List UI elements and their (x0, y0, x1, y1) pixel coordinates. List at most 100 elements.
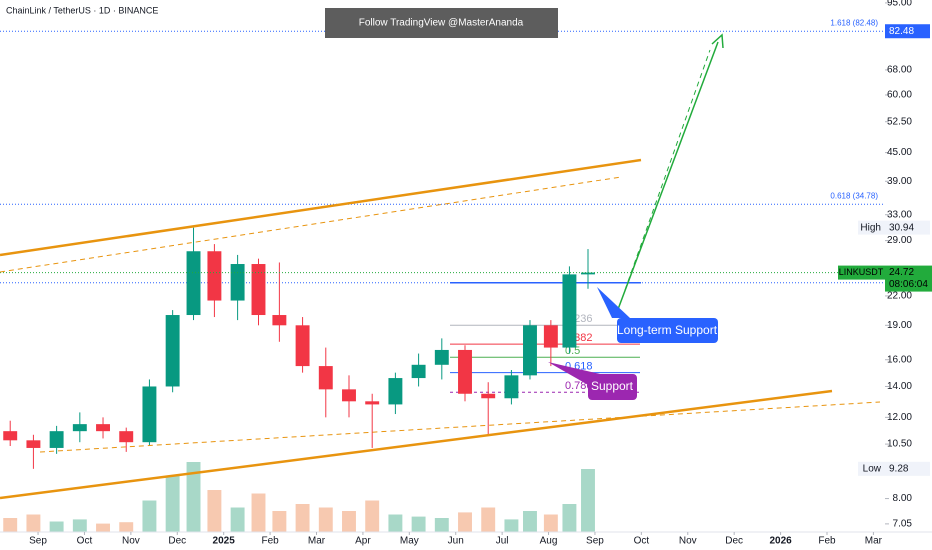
volume-bar (543, 514, 558, 532)
volume-bar (581, 469, 595, 532)
candle-body (186, 251, 201, 316)
candle-body (562, 274, 577, 348)
x-tick-label: Mar (308, 536, 326, 547)
y-tick-label: 33.00 (887, 209, 912, 220)
candle-body (251, 264, 266, 316)
banner-text: Follow TradingView @MasterAnanda (359, 18, 524, 29)
x-tick-label: 2025 (213, 536, 236, 547)
channel-upper-dashed (0, 176, 622, 273)
volume-bar (562, 504, 577, 532)
price-tag (885, 265, 932, 292)
x-tick-label: Oct (634, 536, 650, 547)
candle-body (119, 431, 134, 443)
volume-bar (96, 523, 110, 532)
volume-bar (3, 518, 18, 532)
y-tick-label: 16.00 (887, 354, 912, 365)
tag-name-box (858, 220, 885, 235)
candle-body (142, 386, 157, 443)
x-tick-label: Sep (29, 536, 47, 547)
price-tag-text: 24.72 (889, 267, 914, 278)
candle-body (523, 325, 537, 376)
y-tick-label: 68.00 (887, 65, 912, 76)
y-tick-label: 45.00 (887, 147, 912, 158)
y-tick-label: 22.00 (887, 291, 912, 302)
x-tick-label: Feb (261, 536, 279, 547)
banner-box (325, 8, 558, 38)
x-tick-label: Feb (818, 536, 836, 547)
volume-bar (272, 511, 287, 532)
channel-upper (0, 158, 642, 257)
x-tick-label: Jul (496, 536, 509, 547)
volume-bar (119, 522, 134, 532)
x-tick-label: Sep (586, 536, 604, 547)
volume-bar (251, 493, 266, 532)
candle-body (388, 378, 403, 405)
volume-bar (207, 490, 222, 532)
volume-bar (49, 521, 64, 532)
candle-body (365, 401, 380, 405)
candle-body (272, 315, 287, 326)
price-tag (885, 461, 930, 476)
volume-bar (504, 519, 519, 532)
price-tag-text: 82.48 (889, 26, 914, 37)
candle-body (230, 264, 245, 301)
price-tag-text: 9.28 (889, 463, 909, 474)
candle-body (504, 375, 519, 399)
candle-body (207, 251, 222, 301)
price-tag-text: 30.94 (889, 222, 914, 233)
candle-body (318, 366, 333, 390)
volume-bar (434, 518, 449, 532)
callout-box (588, 374, 637, 400)
fib-extension-label: 0.618 (34.78) (830, 191, 878, 200)
time-axis (0, 532, 932, 550)
x-tick-label: Apr (355, 536, 371, 547)
volume-bar (186, 462, 201, 532)
volume-bar (458, 512, 472, 532)
volume-bar (230, 507, 245, 532)
volume-bar (481, 507, 496, 532)
volume-bar (72, 519, 87, 532)
candle-body (49, 431, 64, 448)
channel-lower (0, 389, 833, 500)
candle-body (295, 325, 310, 367)
y-tick-label: 7.05 (893, 519, 913, 530)
x-tick-label: Mar (865, 536, 883, 547)
callout-text: Support (591, 379, 634, 393)
tag-name-box (858, 461, 885, 476)
y-tick-label: 8.00 (893, 493, 913, 504)
volume-bar (295, 504, 310, 532)
candle-body (3, 431, 18, 441)
candle-body (342, 389, 356, 402)
y-tick-label: 12.00 (887, 412, 912, 423)
candle-body (96, 424, 110, 432)
x-tick-label: Oct (77, 536, 93, 547)
y-tick-label: 14.00 (887, 381, 912, 392)
tag-name: High (860, 222, 881, 233)
volume-bar (523, 511, 537, 532)
arrow-head (711, 33, 724, 49)
x-tick-label: Nov (122, 536, 140, 547)
target-arrow (616, 41, 719, 313)
candle-body (481, 393, 496, 399)
candle-body (581, 272, 595, 275)
x-tick-label: Jun (448, 536, 464, 547)
tag-name: Low (863, 463, 882, 474)
symbol-header: ChainLink / TetherUS · 1D · BINANCE (6, 5, 158, 15)
countdown: 08:06:04 (889, 279, 928, 290)
price-tag (885, 24, 930, 39)
y-tick-label: 19.00 (887, 320, 912, 331)
callout-text: Long-term Support (617, 323, 718, 337)
volume-bar (165, 476, 180, 532)
x-tick-label: Dec (168, 536, 186, 547)
volume-bar (318, 507, 333, 532)
x-tick-label: Aug (540, 536, 558, 547)
callout-pointer (548, 362, 600, 386)
symbol-tag (838, 265, 885, 280)
volume-bar (411, 516, 426, 532)
price-tag (885, 220, 930, 235)
y-tick-label: 39.00 (887, 176, 912, 187)
volume-bar (142, 500, 157, 532)
volume-bar (342, 511, 356, 532)
